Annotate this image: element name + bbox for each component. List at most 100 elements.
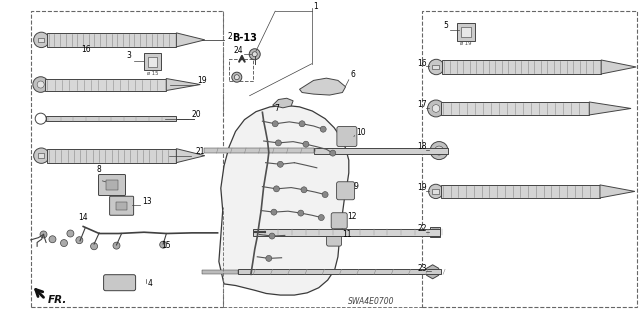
Circle shape [113,242,120,249]
Text: 12: 12 [347,212,356,221]
Text: 20: 20 [192,110,202,119]
Bar [461,27,471,37]
Polygon shape [300,78,346,95]
Polygon shape [219,105,349,295]
Bar [314,148,448,153]
Bar [204,148,314,153]
Circle shape [298,210,304,216]
Circle shape [320,126,326,132]
Text: 18: 18 [417,142,427,151]
Bar [47,149,177,163]
FancyBboxPatch shape [109,196,134,215]
Text: 19: 19 [417,183,427,192]
Polygon shape [427,265,438,279]
Circle shape [299,121,305,127]
Text: ø 15: ø 15 [147,70,158,75]
Text: 3: 3 [126,51,131,60]
FancyBboxPatch shape [337,182,355,200]
Text: FR.: FR. [47,295,67,305]
Circle shape [49,236,56,243]
Text: 4: 4 [147,278,152,287]
Bar [31,11,223,307]
Circle shape [34,32,49,48]
Circle shape [61,240,67,247]
Circle shape [301,187,307,193]
Circle shape [67,230,74,237]
Text: 21: 21 [195,147,205,156]
Text: 19: 19 [197,76,207,85]
Text: 1: 1 [314,2,318,11]
Circle shape [435,146,444,155]
Circle shape [91,243,97,250]
Text: 13: 13 [142,197,152,206]
Text: B-13: B-13 [232,33,257,43]
Circle shape [429,184,443,198]
Circle shape [33,77,49,92]
Text: 24: 24 [234,46,243,55]
Bar [229,59,253,81]
Circle shape [429,59,444,75]
Circle shape [34,148,49,163]
Circle shape [232,72,242,82]
Bar [47,33,177,47]
Bar [38,153,44,158]
Bar [253,229,440,236]
Circle shape [269,233,275,239]
Bar [442,60,601,74]
Bar [116,202,127,210]
Circle shape [37,81,44,88]
Bar [432,189,438,194]
Text: 8: 8 [97,165,101,174]
Circle shape [273,186,280,192]
Circle shape [428,100,444,117]
Circle shape [76,237,83,244]
FancyBboxPatch shape [99,174,125,196]
Bar [433,65,439,69]
FancyBboxPatch shape [337,127,357,146]
Text: 16: 16 [81,45,92,54]
Circle shape [432,105,440,112]
Circle shape [266,256,272,261]
Bar [422,11,637,307]
Circle shape [252,52,257,57]
Polygon shape [166,78,200,91]
Circle shape [40,231,47,238]
Polygon shape [273,98,293,108]
Bar [457,23,475,41]
Polygon shape [589,102,631,115]
Text: 16: 16 [417,59,427,68]
Text: 6: 6 [351,70,356,79]
Circle shape [271,209,277,215]
Text: 7: 7 [274,104,279,113]
Circle shape [272,121,278,127]
Bar [106,180,118,190]
Bar [45,78,166,91]
Circle shape [330,150,336,156]
Text: 11: 11 [342,230,351,239]
Polygon shape [601,60,636,74]
Text: 9: 9 [354,182,359,191]
Bar [238,269,441,274]
Bar [441,102,589,115]
Text: 23: 23 [417,263,427,272]
Text: 10: 10 [356,128,365,137]
Text: 14: 14 [78,213,88,222]
Polygon shape [600,185,635,198]
Circle shape [249,49,260,60]
Text: 17: 17 [417,100,427,109]
Text: SWA4E0700: SWA4E0700 [348,297,394,306]
Bar [38,38,44,42]
FancyBboxPatch shape [104,275,136,291]
Bar [144,53,161,70]
Polygon shape [177,33,205,47]
Circle shape [303,141,309,147]
Text: 15: 15 [161,241,172,250]
Text: 2: 2 [227,32,232,41]
Circle shape [277,161,284,167]
Bar [430,227,440,237]
Circle shape [318,215,324,220]
Text: ø 19: ø 19 [460,41,472,46]
Bar [148,57,157,67]
Circle shape [322,192,328,197]
Circle shape [234,75,239,80]
